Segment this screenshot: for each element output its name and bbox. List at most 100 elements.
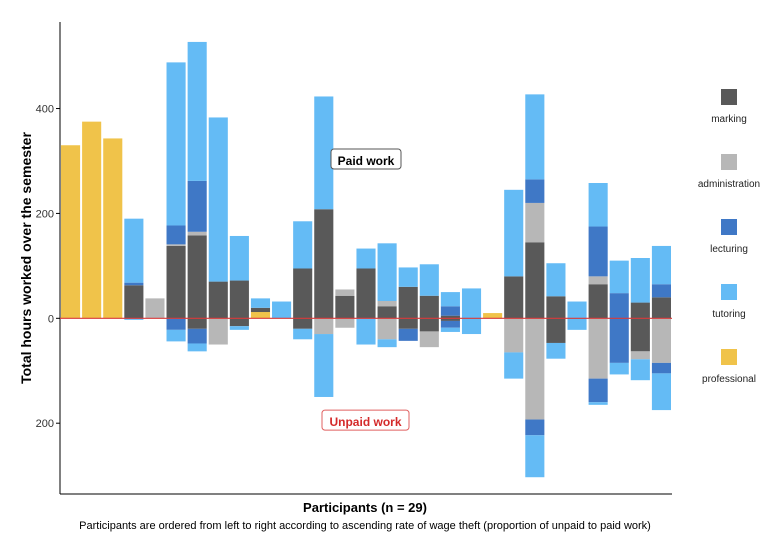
bar-segment-paid-marking	[419, 295, 439, 319]
participant-bar-group	[525, 94, 545, 478]
participant-bar-group	[461, 288, 482, 335]
bar-segment-unpaid-marking	[546, 318, 566, 343]
bar-segment-paid-tutoring	[440, 292, 460, 307]
bar-segment-unpaid-lecturing	[440, 320, 460, 328]
bar-segment-unpaid-tutoring	[124, 318, 144, 320]
y-tick-label: 400	[36, 104, 54, 116]
bar-segment-paid-tutoring	[124, 218, 144, 283]
participant-bar-group	[272, 301, 292, 319]
bar-segment-paid-tutoring	[546, 263, 566, 297]
bar-segment-paid-lecturing	[187, 180, 207, 232]
bar-segment-paid-marking	[229, 280, 249, 319]
bar-segment-paid-lecturing	[525, 179, 545, 203]
bar-segment-unpaid-administration	[419, 331, 439, 348]
bar-segment-paid-tutoring	[651, 245, 671, 285]
bar-segment-paid-lecturing	[166, 225, 186, 245]
bar-segment-unpaid-tutoring	[314, 334, 334, 397]
bar-segment-paid-tutoring	[398, 267, 418, 287]
bar-segment-paid-professional	[483, 313, 503, 319]
bar-segment-unpaid-tutoring	[546, 342, 566, 359]
bar-segment-paid-marking	[187, 235, 207, 319]
paid-work-label: Paid work	[338, 154, 395, 168]
bars-layer	[61, 41, 671, 478]
bar-segment-paid-lecturing	[588, 226, 608, 277]
bar-segment-unpaid-administration	[335, 318, 355, 328]
bar-segment-unpaid-lecturing	[166, 318, 186, 330]
bar-segment-unpaid-administration	[208, 318, 228, 345]
bar-segment-unpaid-tutoring	[229, 326, 249, 330]
participant-bar-group	[229, 235, 249, 330]
participant-bar-group	[630, 258, 650, 381]
bar-segment-unpaid-administration	[525, 318, 545, 420]
bar-segment-paid-administration	[335, 289, 355, 296]
bar-segment-paid-marking	[166, 245, 186, 319]
bar-segment-paid-tutoring	[208, 117, 228, 282]
paid-work-label-box	[330, 148, 402, 170]
participant-bar-group	[356, 248, 376, 345]
paid-work-annotation: Paid work	[330, 148, 402, 170]
bar-segment-paid-tutoring	[525, 94, 545, 180]
bar-segment-paid-lecturing	[124, 282, 144, 286]
bar-segment-unpaid-lecturing	[588, 378, 608, 403]
participant-bar-group	[166, 62, 186, 342]
legend-item-tutoring: tutoring	[712, 284, 746, 320]
bar-segment-paid-tutoring	[187, 41, 207, 181]
bar-segment-unpaid-marking	[630, 318, 650, 352]
bar-segment-unpaid-lecturing	[525, 419, 545, 436]
bar-segment-unpaid-marking	[398, 318, 418, 329]
bar-segment-unpaid-marking	[419, 318, 439, 332]
participant-bar-group	[398, 267, 418, 341]
y-tick-label: 200	[36, 208, 54, 220]
bar-segment-paid-administration	[377, 301, 397, 307]
bar-segment-paid-marking	[630, 302, 650, 319]
bar-segment-paid-administration	[145, 298, 165, 319]
y-axis-label: Total hours worked over the semester	[18, 132, 34, 384]
bar-segment-unpaid-tutoring	[377, 339, 397, 348]
bar-segment-paid-tutoring	[314, 96, 334, 210]
legend-item-professional: professional	[702, 349, 756, 385]
participant-bar-group	[419, 264, 439, 348]
bar-segment-unpaid-tutoring	[166, 329, 186, 342]
bar-segment-paid-marking	[525, 242, 545, 319]
legend-swatch	[721, 154, 737, 170]
bar-segment-unpaid-marking	[187, 318, 207, 329]
bar-segment-paid-tutoring	[630, 258, 650, 303]
bar-segment-paid-administration	[187, 231, 207, 236]
bar-segment-paid-professional	[103, 138, 123, 319]
participant-bar-group	[335, 289, 355, 328]
bar-segment-paid-marking	[250, 307, 271, 313]
participant-bar-group	[103, 138, 123, 319]
participant-bar-group	[567, 301, 587, 330]
bar-segment-unpaid-tutoring	[588, 402, 608, 405]
axes-layer	[59, 22, 672, 495]
bar-segment-unpaid-lecturing	[398, 328, 418, 341]
bar-segment-paid-marking	[398, 286, 418, 319]
bar-segment-paid-tutoring	[377, 243, 397, 302]
bar-segment-paid-administration	[588, 276, 608, 285]
bar-segment-paid-marking	[588, 284, 608, 319]
bar-segment-unpaid-administration	[588, 318, 608, 379]
legend-swatch	[721, 284, 737, 300]
legend-swatch	[721, 349, 737, 365]
bar-segment-paid-marking	[546, 296, 566, 319]
bar-segment-unpaid-lecturing	[187, 328, 207, 344]
bar-segment-unpaid-administration	[377, 318, 397, 340]
participant-bar-group	[250, 298, 271, 319]
bar-segment-unpaid-tutoring	[440, 327, 460, 332]
bar-segment-paid-marking	[314, 209, 334, 319]
bar-segment-paid-tutoring	[293, 221, 313, 269]
legend-label: professional	[702, 374, 756, 385]
participant-bar-group	[82, 121, 102, 319]
bar-segment-paid-marking	[504, 276, 524, 319]
legend: marking administration lecturing tutoring pr…	[698, 89, 760, 385]
bar-segment-unpaid-tutoring	[461, 318, 482, 335]
bar-segment-paid-professional	[61, 145, 81, 319]
bar-segment-paid-lecturing	[651, 284, 671, 298]
bar-segment-unpaid-lecturing	[609, 318, 629, 363]
bar-segment-paid-tutoring	[567, 301, 587, 319]
bar-segment-unpaid-tutoring	[293, 328, 313, 340]
legend-item-marking: marking	[711, 89, 747, 125]
unpaid-work-annotation: Unpaid work	[321, 409, 410, 431]
bar-segment-paid-tutoring	[461, 288, 482, 319]
